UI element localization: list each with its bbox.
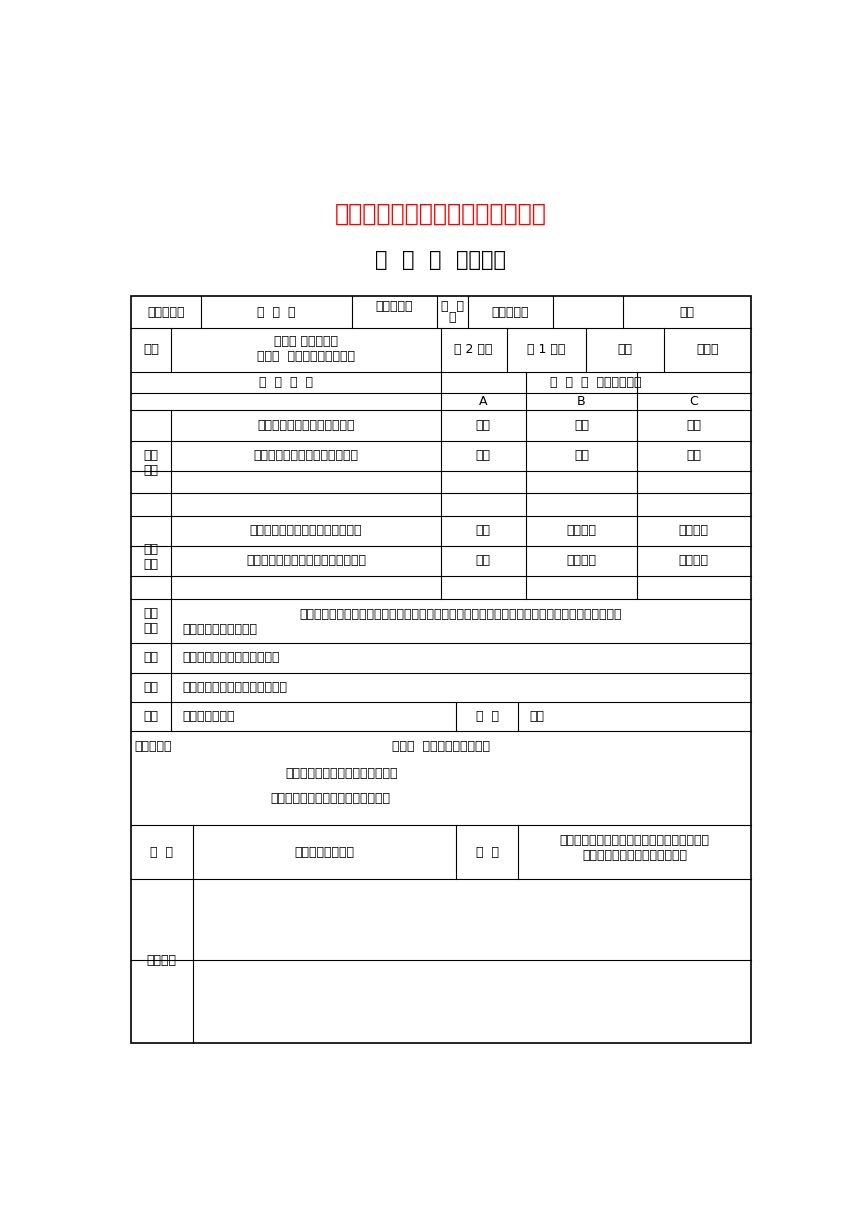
Text: 重点: 重点 (144, 652, 158, 664)
Text: 第 1 课时: 第 1 课时 (527, 343, 566, 356)
Text: 讲授法、比较法: 讲授法、比较法 (182, 710, 235, 724)
Text: 板书设计：: 板书设计： (135, 741, 172, 753)
Text: 需 2 课时: 需 2 课时 (454, 343, 493, 356)
Text: 理解: 理解 (686, 420, 701, 432)
Text: 第三章 蔬菜类原料: 第三章 蔬菜类原料 (273, 334, 338, 348)
Text: 的化学成分及烹调简单的应用。: 的化学成分及烹调简单的应用。 (582, 849, 687, 862)
Text: 课型: 课型 (617, 343, 633, 356)
Text: 掌握蔬菜类原料的概念与化学成分: 掌握蔬菜类原料的概念与化学成分 (249, 524, 362, 537)
Text: 目  标  项  目: 目 标 项 目 (259, 376, 313, 389)
Text: 第一节  蔬菜类原料基础知识: 第一节 蔬菜类原料基础知识 (257, 350, 355, 364)
Text: 蔬菜的分类方法？: 蔬菜的分类方法？ (294, 845, 354, 858)
Text: 初步掌握: 初步掌握 (679, 554, 709, 567)
Text: 课后反思: 课后反思 (147, 955, 177, 968)
Text: 培养学生的动手能力。: 培养学生的动手能力。 (182, 623, 258, 636)
Text: 课题: 课题 (143, 343, 159, 356)
Text: 蔬菜类原料的概念与化学成分: 蔬菜类原料的概念与化学成分 (182, 652, 280, 664)
Text: 蔬菜类原料分类方法和烹饪应用: 蔬菜类原料分类方法和烹饪应用 (254, 450, 359, 462)
Text: 蔬菜类原料分类方法和烹饪应用: 蔬菜类原料分类方法和烹饪应用 (182, 681, 288, 694)
Text: 掌握蔬菜类原料分类方法和烹饪应用: 掌握蔬菜类原料分类方法和烹饪应用 (246, 554, 366, 567)
Text: 二、蔬菜类原料分类方法和烹饪应用: 二、蔬菜类原料分类方法和烹饪应用 (270, 793, 390, 805)
Text: 知识
目标: 知识 目标 (144, 449, 158, 477)
Text: 理解: 理解 (574, 450, 589, 462)
Text: 小  结: 小 结 (476, 845, 499, 858)
Text: 掌握: 掌握 (476, 450, 491, 462)
Text: 年  月  日: 年 月 日 (257, 305, 295, 319)
Text: 基本掌握: 基本掌握 (567, 554, 597, 567)
Text: 蔬菜是重要的烹饪原料，是人们生活中不可缺少的食品，在讲授知识过程中，应多理论联系实践，: 蔬菜是重要的烹饪原料，是人们生活中不可缺少的食品，在讲授知识过程中，应多理论联系… (299, 608, 622, 620)
Text: 德育
目标: 德育 目标 (144, 607, 158, 635)
Text: C: C (690, 395, 698, 409)
Text: 日: 日 (449, 311, 456, 325)
Text: 教  具: 教 具 (476, 710, 499, 724)
Text: 难点: 难点 (144, 681, 158, 694)
Text: 理解: 理解 (686, 450, 701, 462)
Text: 教法: 教法 (144, 710, 158, 724)
Text: 第一节  蔬菜类原料基础知识: 第一节 蔬菜类原料基础知识 (392, 741, 489, 753)
Text: B: B (577, 395, 586, 409)
Text: 一、蔬菜类原料的概念与化学成分: 一、蔬菜类原料的概念与化学成分 (286, 767, 398, 779)
Text: 掌握: 掌握 (476, 554, 491, 567)
Text: 授课时间：: 授课时间： (376, 299, 413, 313)
Text: 能力
目标: 能力 目标 (144, 544, 158, 572)
Text: 新授课: 新授课 (696, 343, 719, 356)
Text: 理解: 理解 (574, 420, 589, 432)
Text: 挂图: 挂图 (530, 710, 545, 724)
Text: 授课班级：: 授课班级： (492, 305, 529, 319)
Text: 年  月: 年 月 (441, 299, 464, 313)
Text: 作  业: 作 业 (150, 845, 173, 858)
Text: 初步掌握: 初步掌握 (679, 524, 709, 537)
Text: 掌握: 掌握 (476, 420, 491, 432)
Bar (131, 295, 751, 1043)
Text: 烹饪原料知识（高教版）授课教案: 烹饪原料知识（高教版）授课教案 (335, 202, 547, 226)
Text: 备课时间：: 备课时间： (147, 305, 184, 319)
Text: 教师: 教师 (679, 305, 694, 319)
Text: 通过本节课学习，让学生掌握影响蔬菜类原料: 通过本节课学习，让学生掌握影响蔬菜类原料 (560, 834, 710, 848)
Text: 基本掌握: 基本掌握 (567, 524, 597, 537)
Text: 掌握: 掌握 (476, 524, 491, 537)
Text: A: A (479, 395, 488, 409)
Text: 蔬菜类原料的概念与化学成分: 蔬菜类原料的概念与化学成分 (257, 420, 354, 432)
Text: 目  标  层  次（高中低）: 目 标 层 次（高中低） (550, 376, 642, 389)
Text: 课  时  计  划（一）: 课 时 计 划（一） (375, 249, 507, 270)
